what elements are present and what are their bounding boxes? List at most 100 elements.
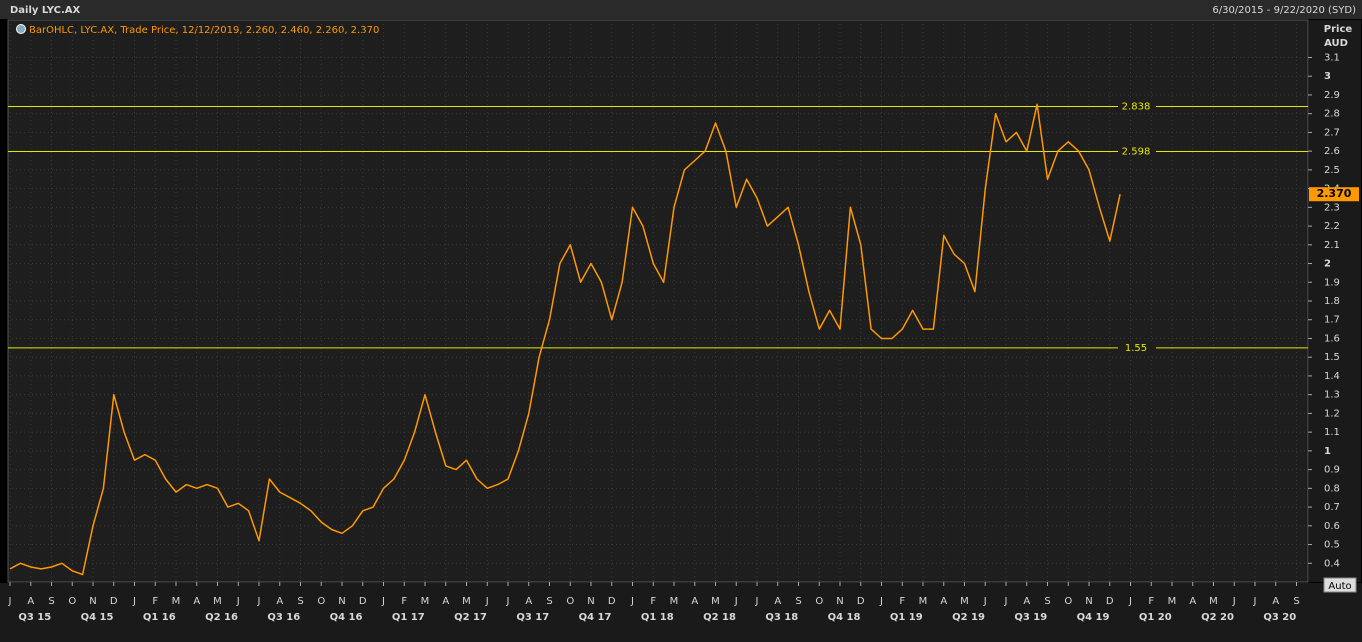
quarter-label: Q3 15 [18, 612, 51, 623]
x-tick-label: F [152, 596, 158, 607]
x-tick-label: D [110, 596, 118, 607]
level-label-bg [1118, 145, 1156, 158]
x-tick-label: O [68, 596, 76, 607]
legend-icon[interactable] [16, 24, 26, 34]
x-tick-label: J [1128, 596, 1132, 607]
x-tick-label: O [566, 596, 574, 607]
x-tick-label: M [670, 596, 679, 607]
x-tick-label: S [1293, 596, 1299, 607]
y-tick-label: 1.8 [1324, 296, 1340, 307]
y-axis-area [1309, 20, 1361, 582]
x-tick-label: S [1044, 596, 1050, 607]
x-tick-label: A [1023, 596, 1030, 607]
quarter-label: Q4 17 [579, 612, 612, 623]
x-tick-label: M [960, 596, 969, 607]
x-tick-label: M [1209, 596, 1218, 607]
quarter-label: Q2 18 [703, 612, 736, 623]
y-tick-label: 2.7 [1324, 127, 1340, 138]
y-tick-label: 1.4 [1324, 371, 1340, 382]
x-tick-label: J [257, 596, 261, 607]
legend-text: BarOHLC, LYC.AX, Trade Price, 12/12/2019… [29, 25, 379, 36]
quarter-label: Q1 18 [641, 612, 674, 623]
x-tick-label: A [442, 596, 449, 607]
quarter-label: Q2 16 [205, 612, 238, 623]
y-axis-title: Price [1324, 24, 1353, 35]
chart-title: Daily LYC.AX [10, 5, 80, 16]
quarter-label: Q4 16 [330, 612, 363, 623]
y-tick-label: 0.8 [1324, 483, 1340, 494]
x-tick-label: O [1064, 596, 1072, 607]
x-tick-label: M [919, 596, 928, 607]
quarter-label: Q4 18 [828, 612, 861, 623]
date-range: 6/30/2015 - 9/22/2020 (SYD) [1212, 5, 1356, 16]
x-tick-label: D [608, 596, 616, 607]
auto-button-label[interactable]: Auto [1328, 581, 1351, 592]
y-tick-label: 1.6 [1324, 333, 1340, 344]
quarter-label: Q1 20 [1139, 612, 1172, 623]
quarter-label: Q4 15 [81, 612, 114, 623]
y-tick-label: 0.4 [1324, 558, 1340, 569]
y-tick-label: 1 [1324, 446, 1331, 457]
y-tick-label: 3 [1324, 71, 1331, 82]
y-tick-label: 2.2 [1324, 221, 1340, 232]
x-tick-label: J [1004, 596, 1008, 607]
price-line [9, 103, 1121, 576]
y-tick-label: 1.2 [1324, 408, 1340, 419]
x-tick-label: D [857, 596, 865, 607]
x-tick-label: J [381, 596, 385, 607]
y-tick-label: 2.6 [1324, 146, 1340, 157]
y-tick-label: 1.5 [1324, 352, 1340, 363]
x-tick-label: F [401, 596, 407, 607]
y-tick-label: 1.7 [1324, 315, 1340, 326]
x-tick-label: F [1148, 596, 1154, 607]
level-label: 1.55 [1125, 343, 1147, 354]
x-tick-label: A [27, 596, 34, 607]
y-tick-label: 1.3 [1324, 390, 1340, 401]
y-tick-label: 2.8 [1324, 109, 1340, 120]
quarter-label: Q1 19 [890, 612, 923, 623]
x-tick-label: J [983, 596, 987, 607]
x-tick-label: J [755, 596, 759, 607]
quarter-label: Q2 17 [454, 612, 487, 623]
y-tick-label: 2 [1324, 259, 1331, 270]
quarter-label: Q1 17 [392, 612, 425, 623]
x-tick-label: D [1106, 596, 1114, 607]
x-tick-label: A [1189, 596, 1196, 607]
x-tick-label: J [8, 596, 12, 607]
x-tick-label: A [774, 596, 781, 607]
x-tick-label: J [1253, 596, 1257, 607]
quarter-label: Q3 18 [765, 612, 798, 623]
x-tick-label: S [546, 596, 552, 607]
x-tick-label: S [48, 596, 54, 607]
x-axis-area [0, 583, 1362, 642]
x-tick-label: N [1085, 596, 1092, 607]
x-tick-label: A [1272, 596, 1279, 607]
quarter-label: Q2 19 [952, 612, 985, 623]
quarter-label: Q1 16 [143, 612, 176, 623]
x-tick-label: J [236, 596, 240, 607]
x-tick-label: M [213, 596, 222, 607]
quarter-label: Q3 20 [1263, 612, 1296, 623]
x-tick-label: S [795, 596, 801, 607]
x-tick-label: A [276, 596, 283, 607]
last-price-label: 2.370 [1317, 187, 1352, 200]
x-tick-label: A [193, 596, 200, 607]
level-label-bg [1118, 341, 1156, 354]
x-tick-label: A [940, 596, 947, 607]
x-tick-label: M [421, 596, 430, 607]
y-tick-label: 2.9 [1324, 90, 1340, 101]
level-label-bg [1118, 100, 1156, 113]
last-price-tag [1309, 187, 1359, 202]
quarter-label: Q4 19 [1077, 612, 1110, 623]
auto-button[interactable] [1323, 577, 1357, 593]
y-tick-label: 1.9 [1324, 277, 1340, 288]
level-label: 2.598 [1122, 147, 1151, 158]
x-tick-label: O [317, 596, 325, 607]
x-tick-label: D [359, 596, 367, 607]
x-tick-label: N [89, 596, 96, 607]
x-tick-label: J [132, 596, 136, 607]
x-tick-label: O [815, 596, 823, 607]
x-tick-label: J [485, 596, 489, 607]
y-tick-label: 0.7 [1324, 502, 1340, 513]
